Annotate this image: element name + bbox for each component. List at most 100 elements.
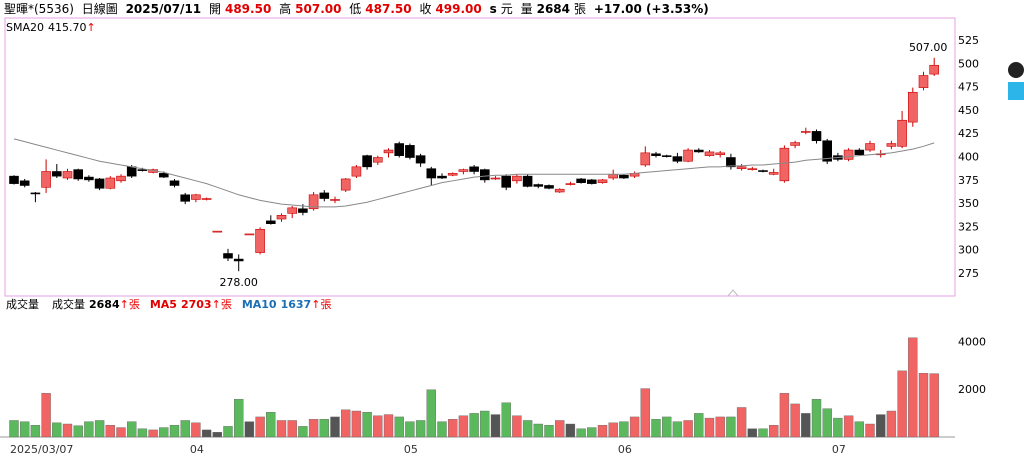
legend-value: 2703: [181, 298, 212, 311]
volume-bar: [137, 428, 148, 438]
volume-bar: [62, 423, 73, 438]
tool-icon[interactable]: [1008, 62, 1024, 78]
period[interactable]: 日線圖: [81, 2, 118, 16]
value: 2684: [536, 2, 571, 16]
volume-legend: MA10 1637↑張: [242, 298, 332, 311]
volume-bar: [822, 408, 832, 438]
volume-bar: [811, 399, 822, 438]
volume-bar: [801, 413, 811, 438]
candle-body: [405, 145, 415, 158]
volume-bar: [480, 410, 490, 438]
candle-body: [319, 192, 330, 199]
volume-bar: [276, 420, 287, 438]
y-tick-label: 475: [958, 81, 979, 94]
volume-bar: [169, 424, 180, 438]
volume-bar: [662, 416, 672, 438]
volume-bar: [266, 411, 276, 438]
value: 489.50: [224, 2, 272, 16]
candle-body: [19, 180, 30, 186]
volume-bar: [469, 413, 479, 438]
candle-body: [126, 166, 137, 177]
candle-body: [918, 75, 929, 88]
candle-body: [116, 175, 126, 182]
volume-bar: [886, 410, 897, 438]
volume-bar: [597, 424, 608, 438]
candle-body: [105, 177, 116, 189]
candle-body: [897, 119, 907, 147]
candle-body: [822, 140, 833, 162]
legend-part: ↑: [87, 21, 96, 34]
x-tick-label: 2025/03/07: [10, 443, 73, 456]
candle-body: [811, 131, 822, 142]
volume-bar: [683, 420, 693, 438]
candle-body: [137, 169, 148, 171]
volume-bar: [287, 420, 297, 438]
y-tick-label: 4000: [958, 336, 986, 349]
candle-body: [308, 194, 319, 210]
legend-unit: 張: [221, 298, 232, 311]
volume-bar: [212, 432, 223, 438]
candle-body: [726, 157, 736, 168]
label: 低: [349, 2, 362, 16]
volume-bar: [319, 419, 329, 438]
volume-bar: [383, 414, 394, 438]
symbol[interactable]: 聖暉*(5536): [4, 2, 74, 16]
legend-name: MA5: [150, 298, 177, 311]
candle-body: [854, 149, 865, 156]
candle-body: [683, 149, 693, 162]
volume-bar: [30, 424, 41, 438]
y-tick-label: 2000: [958, 383, 986, 396]
candle-body: [608, 173, 619, 179]
volume-bar: [191, 422, 201, 438]
candle-body: [597, 179, 608, 183]
volume-bar: [308, 419, 319, 438]
candle-body: [736, 166, 747, 169]
volume-bar: [918, 373, 929, 438]
volume-bar: [619, 421, 629, 438]
candle-body: [255, 228, 265, 253]
candle-body: [619, 174, 629, 179]
candle-body: [661, 155, 672, 157]
volume-bar: [116, 427, 126, 438]
tool-button[interactable]: [1008, 82, 1024, 100]
splitter[interactable]: [727, 289, 739, 297]
candle-body: [362, 155, 372, 168]
volume-bar: [244, 421, 255, 438]
candle-body: [565, 183, 576, 185]
volume-bar: [651, 419, 661, 438]
candle-body: [758, 170, 768, 172]
y-tick-label: 425: [958, 127, 979, 140]
candle-body: [394, 143, 405, 156]
candle-body: [201, 198, 212, 200]
candle-body: [287, 207, 298, 214]
y-tick-label: 300: [958, 244, 979, 257]
y-tick-label: 350: [958, 197, 979, 210]
volume-bar: [341, 409, 351, 438]
candle-body: [298, 208, 308, 213]
candle-body: [73, 169, 83, 180]
candle-body: [41, 171, 51, 188]
volume-bar: [726, 416, 736, 438]
legend-name: 成交量: [52, 297, 85, 311]
volume-bar: [73, 425, 83, 438]
legend-value: 2684: [89, 298, 120, 311]
label: 高: [279, 2, 292, 16]
candle-body: [447, 173, 458, 176]
candle-body: [62, 171, 73, 179]
volume-bar: [736, 407, 747, 438]
s: s: [489, 2, 497, 16]
x-tick-label: 05: [404, 443, 418, 456]
volume-bar: [897, 370, 907, 438]
unit: 張: [574, 2, 587, 16]
candle-body: [704, 151, 715, 156]
volume-title: 成交量: [6, 297, 39, 311]
candle-body: [693, 149, 704, 153]
volume-bar: [255, 416, 265, 438]
volume-bar: [715, 416, 725, 438]
candle-body: [30, 192, 41, 195]
volume-bar: [876, 414, 886, 438]
volume-bar: [629, 416, 640, 438]
annotation: 507.00: [909, 41, 948, 54]
candle-body: [372, 157, 383, 163]
volume-bar: [565, 423, 576, 438]
